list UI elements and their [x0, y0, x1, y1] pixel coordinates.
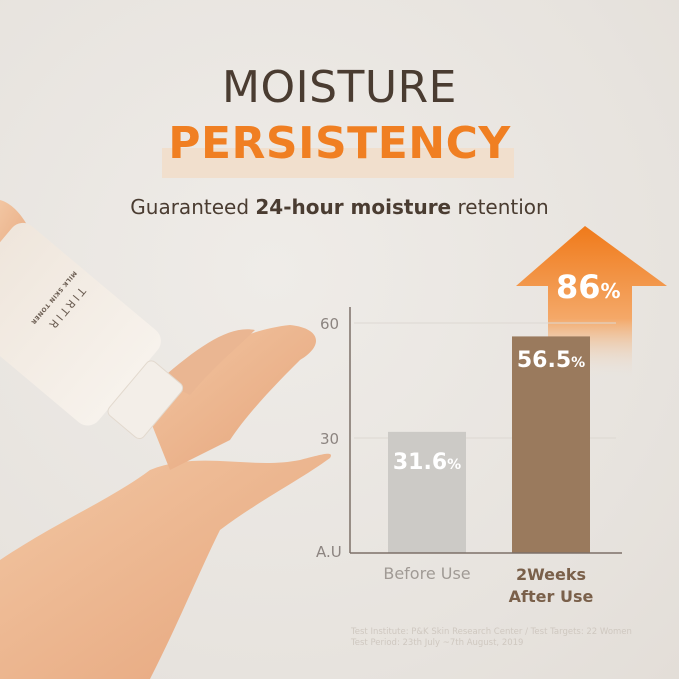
bar-value: 31.6: [392, 449, 448, 475]
bar-unit: %: [571, 355, 586, 372]
increase-value: 86: [556, 268, 601, 306]
toner-bottle: TIRTIR MILK SKIN TONER: [0, 222, 184, 440]
category-after: 2Weeks After Use: [508, 565, 594, 606]
increase-label: 86%: [556, 268, 621, 306]
increase-unit: %: [600, 279, 621, 303]
ytick-30: 30: [320, 430, 340, 448]
bar-chart: [349, 307, 622, 554]
title-line2: PERSISTENCY: [168, 118, 511, 169]
subtitle-pre: Guaranteed: [130, 195, 256, 219]
bar-label-after: 56.5%: [512, 348, 590, 373]
footnote-line1: Test Institute: P&K Skin Research Center…: [351, 627, 632, 637]
bar-unit: %: [447, 456, 462, 473]
ytick-60: 60: [320, 315, 340, 333]
bar-0: [388, 431, 466, 553]
bar-1: [512, 336, 590, 553]
title-line1: MOISTURE: [222, 62, 457, 113]
footnote-line2: Test Period: 23th July ~7th August, 2019: [351, 638, 524, 648]
subtitle-bold: 24-hour moisture: [255, 195, 452, 219]
category-before: Before Use: [383, 564, 471, 583]
footnote: Test Institute: P&K Skin Research Center…: [351, 627, 632, 649]
title-highlight: [162, 148, 514, 178]
y-axis-label: A.U: [316, 543, 342, 561]
subtitle: Guaranteed 24-hour moisture retention: [0, 195, 679, 219]
subtitle-post: retention: [451, 195, 549, 219]
bar-label-before: 31.6%: [388, 450, 466, 475]
bar-value: 56.5: [516, 348, 572, 374]
